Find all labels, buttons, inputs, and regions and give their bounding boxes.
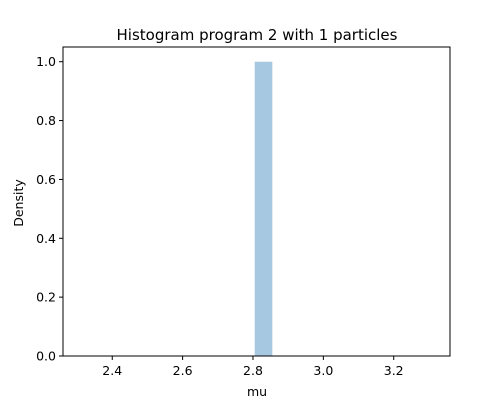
y-tick-label-4: 0.8 [36,113,56,128]
chart-title: Histogram program 2 with 1 particles [117,26,398,44]
plot-area: 2.4 2.6 2.8 3.0 3.2 0.0 0.2 0.4 0.6 0.8 1.0 [36,46,451,378]
y-tick-label-5: 1.0 [36,54,56,69]
y-tick-label-2: 0.4 [36,231,56,246]
y-tick-label-0: 0.0 [36,349,56,364]
x-tick-label-3: 3.0 [313,363,333,378]
histogram-bar-0 [254,61,273,356]
x-axis-label: mu [247,384,267,399]
x-tick-label-4: 3.2 [384,363,404,378]
y-tick-label-3: 0.6 [36,172,56,187]
x-tick-label-1: 2.6 [173,363,193,378]
plot-frame [62,46,451,357]
y-axis-label: Density [11,179,26,227]
y-tick-label-1: 0.2 [36,290,56,305]
x-tick-label-2: 2.8 [243,363,263,378]
x-tick-label-0: 2.4 [102,363,122,378]
